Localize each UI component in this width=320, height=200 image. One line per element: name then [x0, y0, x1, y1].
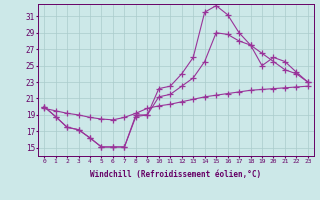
X-axis label: Windchill (Refroidissement éolien,°C): Windchill (Refroidissement éolien,°C)	[91, 170, 261, 179]
